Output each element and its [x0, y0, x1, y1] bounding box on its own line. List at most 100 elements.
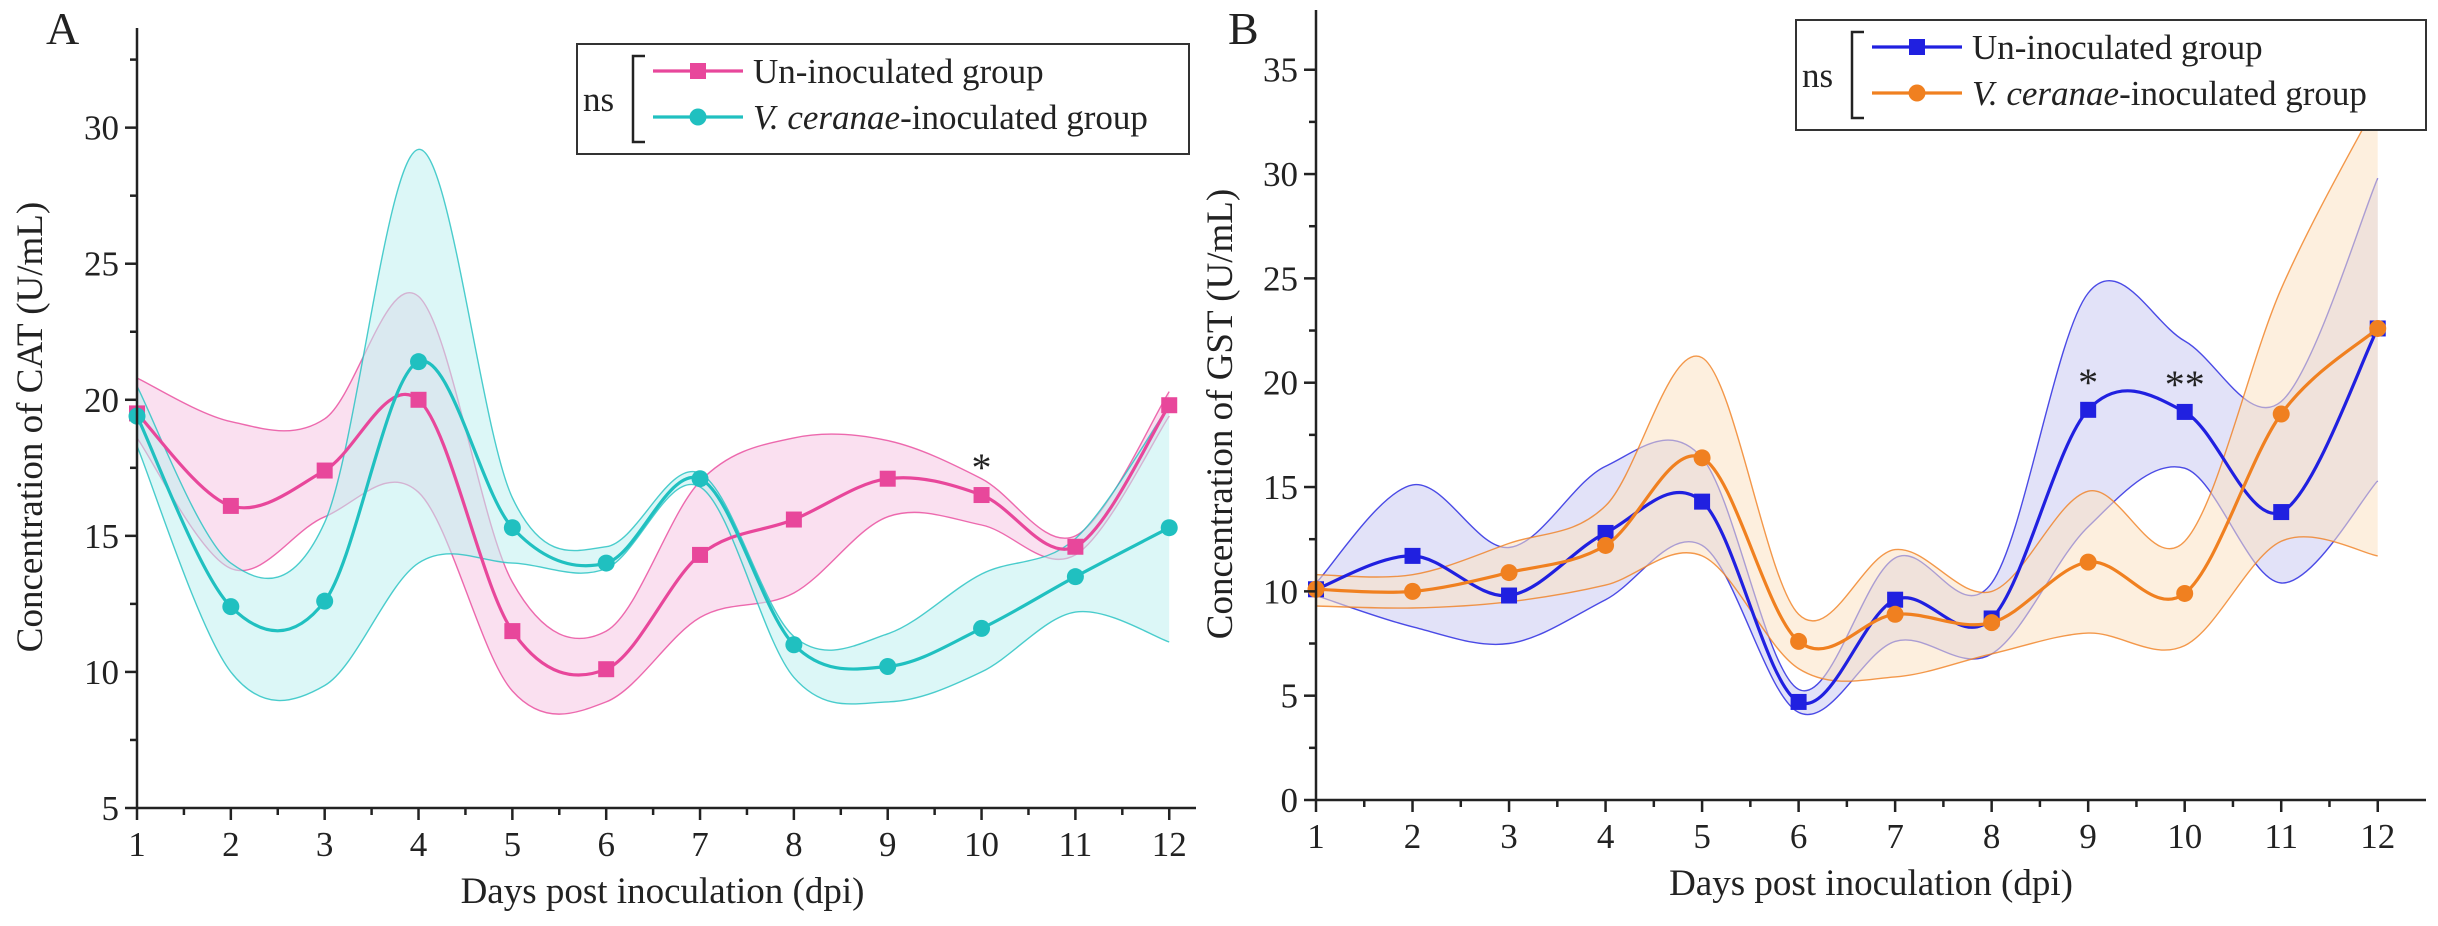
- x-tick-label-7: 7: [691, 825, 709, 864]
- legend-marker-1: [690, 63, 706, 79]
- series-2-band: [137, 149, 1170, 704]
- x-tick-label-7: 7: [1886, 817, 1904, 856]
- series-1-point-2: [222, 497, 239, 514]
- x-tick-label-3: 3: [1500, 817, 1518, 856]
- legend-ns-label: ns: [1802, 56, 1833, 95]
- legend-label-1: Un-inoculated group: [753, 52, 1044, 91]
- x-tick-label-9: 9: [2079, 817, 2097, 856]
- series-2-point-10: [973, 619, 991, 637]
- x-tick-label-12: 12: [2360, 817, 2395, 856]
- significance-mark-1: *: [2078, 360, 2098, 405]
- series-1-point-3: [316, 462, 333, 479]
- series-2-point-5: [503, 519, 521, 537]
- series-1-point-6: [1790, 693, 1807, 710]
- x-tick-label-1: 1: [1307, 817, 1325, 856]
- series-2-band-upper: [136, 148, 1170, 651]
- series-2-point-7: [1886, 605, 1904, 623]
- series-2-point-11: [2272, 405, 2290, 423]
- series-1-point-6: [598, 661, 615, 678]
- x-axis-title: Days post inoculation (dpi): [461, 871, 865, 912]
- y-axis-title: Concentration of GST (U/mL): [1200, 189, 1241, 639]
- y-tick-label-4: 20: [84, 381, 119, 420]
- legend-label-2-species: V. ceranae: [753, 98, 900, 137]
- y-tick-label-1: 5: [102, 789, 120, 828]
- legend-box: [1795, 19, 2427, 131]
- x-tick-label-5: 5: [504, 825, 522, 864]
- y-tick-label-6: 30: [84, 109, 119, 148]
- series-1-point-4: [1597, 524, 1614, 541]
- series-1-band-lower: [136, 415, 1170, 715]
- legend-label-2-suffix: -inoculated group: [900, 98, 1148, 137]
- legend-marker-2: [689, 108, 707, 126]
- x-tick-label-4: 4: [1597, 817, 1615, 856]
- x-axis-title: Days post inoculation (dpi): [1669, 863, 2073, 904]
- series-1-point-9: [879, 470, 896, 487]
- x-tick-label-11: 11: [1059, 825, 1093, 864]
- series-2-point-12: [1160, 519, 1178, 537]
- series-2-point-2: [222, 598, 240, 616]
- series-1-point-7: [1887, 591, 1904, 608]
- legend-marker-2: [1908, 84, 1926, 102]
- x-tick-label-12: 12: [1152, 825, 1187, 864]
- series-2-band-upper: [1315, 100, 2379, 622]
- series-2-point-11: [1066, 568, 1084, 586]
- series-1-point-3: [1501, 587, 1518, 604]
- legend-bracket: [631, 54, 645, 144]
- y-tick-label-1: 0: [1281, 781, 1299, 820]
- x-tick-label-6: 6: [597, 825, 615, 864]
- significance-mark-1: *: [972, 445, 992, 490]
- series-1-band-upper: [136, 292, 1170, 640]
- legend-label-2: V. ceranae-inoculated group: [1972, 74, 2367, 113]
- y-tick-label-6: 25: [1263, 259, 1298, 298]
- series-1-point-9: [2080, 401, 2097, 418]
- legend-ns-label: ns: [583, 80, 614, 119]
- series-2-point-8: [1983, 614, 2001, 632]
- x-tick-label-8: 8: [785, 825, 803, 864]
- series-1-point-5: [1694, 493, 1711, 510]
- x-tick-label-11: 11: [2264, 817, 2298, 856]
- legend-label-2-suffix: -inoculated group: [2119, 74, 2367, 113]
- series-2-point-10: [2176, 584, 2194, 602]
- y-tick-label-3: 15: [84, 517, 119, 556]
- series-2-point-3: [1500, 564, 1518, 582]
- x-tick-label-1: 1: [128, 825, 146, 864]
- series-1-point-10: [2176, 403, 2193, 420]
- legend-label-2: V. ceranae-inoculated group: [753, 98, 1148, 137]
- x-tick-label-3: 3: [316, 825, 334, 864]
- panel-letter: B: [1228, 3, 1259, 54]
- y-tick-label-8: 35: [1263, 51, 1298, 90]
- series-1-point-12: [1161, 397, 1178, 414]
- x-tick-label-4: 4: [410, 825, 428, 864]
- series-1-point-11: [1067, 538, 1084, 555]
- series-2-band-lower: [136, 445, 1170, 705]
- legend-marker-1: [1909, 39, 1925, 55]
- series-2-point-4: [410, 353, 428, 371]
- series-2-point-12: [2369, 319, 2387, 337]
- x-tick-label-5: 5: [1693, 817, 1711, 856]
- x-tick-label-8: 8: [1983, 817, 2001, 856]
- y-tick-label-2: 5: [1281, 677, 1299, 716]
- series-2-band: [1316, 101, 2378, 682]
- series-1-point-8: [785, 511, 802, 528]
- series-2-point-5: [1693, 449, 1711, 467]
- series-1-point-2: [1404, 547, 1421, 564]
- x-tick-label-6: 6: [1790, 817, 1808, 856]
- x-tick-label-10: 10: [2167, 817, 2202, 856]
- series-1-point-7: [692, 546, 709, 563]
- series-1-line: [1315, 327, 2380, 706]
- series-2-point-6: [597, 554, 615, 572]
- x-tick-label-2: 2: [222, 825, 240, 864]
- series-2-point-9: [879, 657, 897, 675]
- legend-box: [576, 43, 1190, 155]
- legend-label-2-species: V. ceranae: [1972, 74, 2119, 113]
- series-2-point-7: [691, 470, 709, 488]
- series-1-point-10: [973, 487, 990, 504]
- series-2-point-4: [1597, 536, 1615, 554]
- series-2-point-6: [1790, 632, 1808, 650]
- y-axis-title: Concentration of CAT (U/mL): [10, 202, 51, 652]
- series-2-point-3: [316, 592, 334, 610]
- series-1-point-11: [2273, 504, 2290, 521]
- y-tick-label-4: 15: [1263, 468, 1298, 507]
